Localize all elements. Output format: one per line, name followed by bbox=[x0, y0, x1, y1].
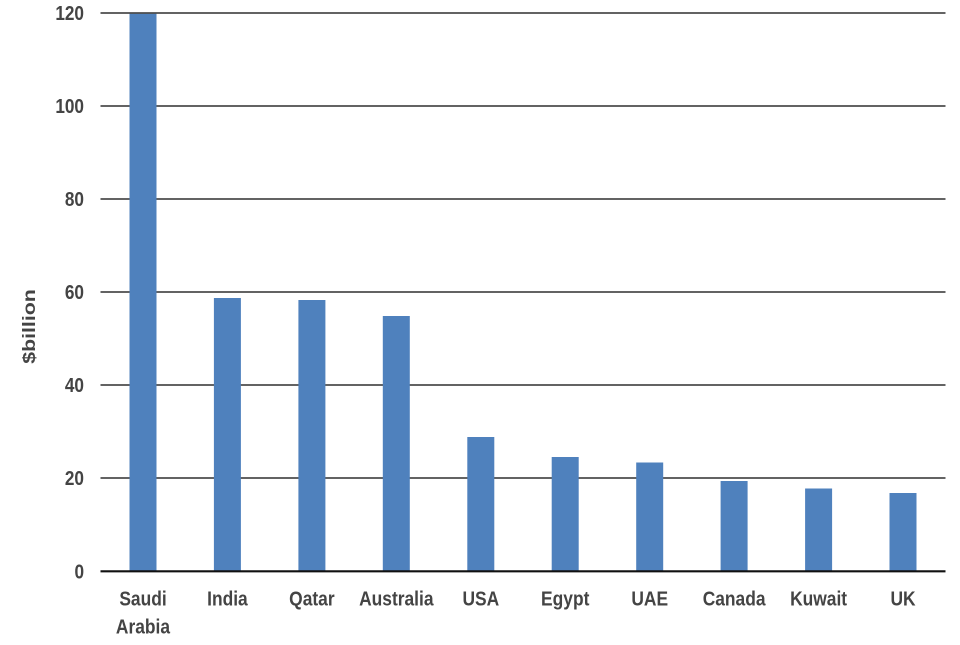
svg-text:UAE: UAE bbox=[631, 588, 668, 611]
svg-text:Egypt: Egypt bbox=[541, 588, 590, 611]
svg-text:120: 120 bbox=[55, 2, 84, 25]
svg-text:40: 40 bbox=[65, 374, 84, 397]
svg-text:0: 0 bbox=[74, 560, 84, 583]
svg-text:Arabia: Arabia bbox=[116, 616, 170, 639]
svg-text:UK: UK bbox=[890, 588, 915, 611]
svg-text:Saudi: Saudi bbox=[119, 588, 166, 611]
svg-text:80: 80 bbox=[65, 188, 84, 211]
svg-text:India: India bbox=[207, 588, 248, 611]
svg-text:$billion: $billion bbox=[19, 289, 39, 364]
svg-text:USA: USA bbox=[462, 588, 499, 611]
svg-text:Australia: Australia bbox=[359, 588, 434, 611]
svg-text:Kuwait: Kuwait bbox=[790, 588, 848, 611]
svg-text:Canada: Canada bbox=[703, 588, 766, 611]
svg-text:100: 100 bbox=[55, 95, 84, 118]
svg-text:60: 60 bbox=[65, 281, 84, 304]
svg-text:Qatar: Qatar bbox=[289, 588, 335, 611]
svg-text:20: 20 bbox=[65, 467, 84, 490]
